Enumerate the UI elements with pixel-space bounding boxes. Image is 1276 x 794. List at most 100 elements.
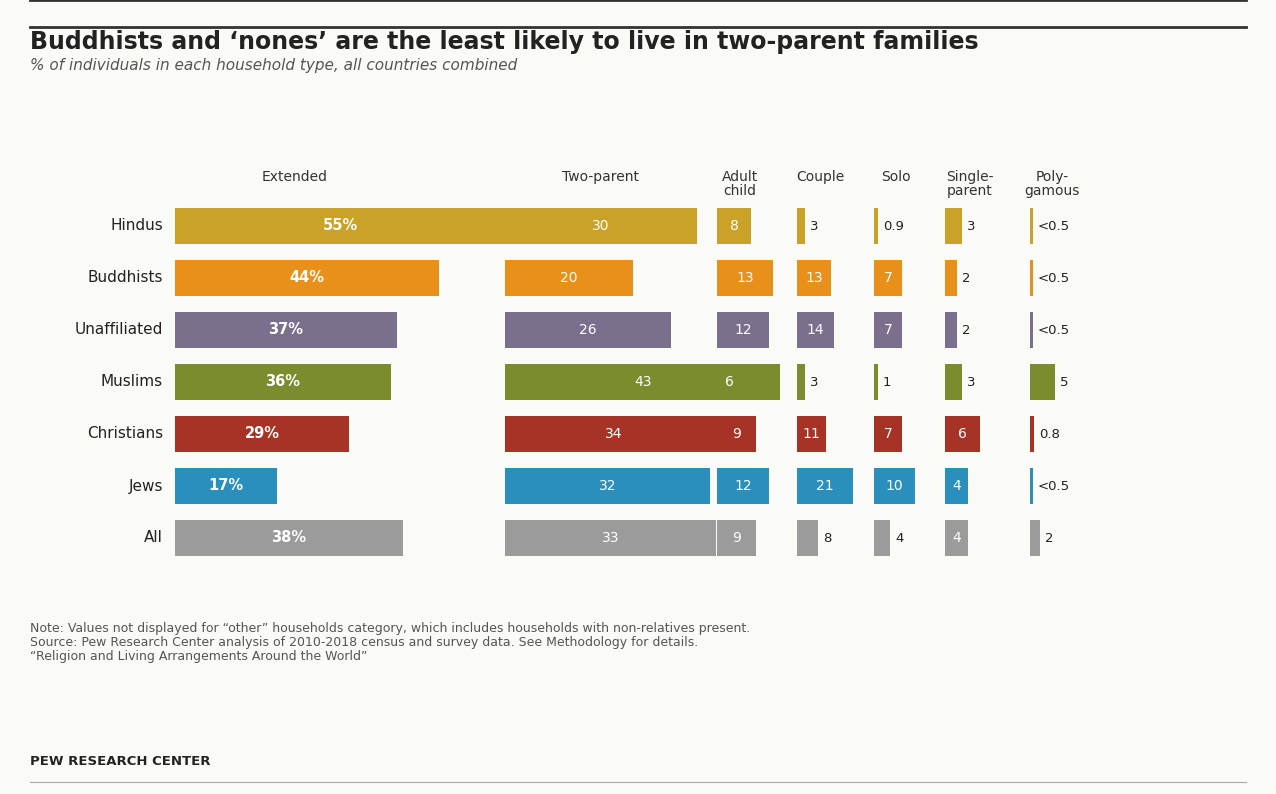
Text: PEW RESEARCH CENTER: PEW RESEARCH CENTER: [31, 755, 211, 768]
Text: Christians: Christians: [87, 426, 163, 441]
Bar: [946, 468, 968, 504]
Text: 36%: 36%: [265, 375, 301, 390]
Bar: [505, 364, 780, 400]
Bar: [505, 468, 709, 504]
Text: % of individuals in each household type, all countries combined: % of individuals in each household type,…: [31, 58, 517, 73]
Text: Buddhists and ‘nones’ are the least likely to live in two-parent families: Buddhists and ‘nones’ are the least like…: [31, 30, 979, 54]
Text: 26: 26: [579, 323, 597, 337]
Bar: [798, 416, 826, 452]
Text: Couple: Couple: [796, 170, 845, 184]
Text: <0.5: <0.5: [1037, 272, 1071, 284]
Text: 2: 2: [962, 323, 970, 337]
Bar: [946, 208, 962, 244]
Text: 38%: 38%: [272, 530, 306, 545]
Text: 1: 1: [883, 376, 892, 388]
Bar: [175, 208, 505, 244]
Text: 2: 2: [962, 272, 970, 284]
Text: 33: 33: [602, 531, 619, 545]
Text: Unaffiliated: Unaffiliated: [74, 322, 163, 337]
Bar: [798, 468, 852, 504]
Text: Single-: Single-: [947, 170, 994, 184]
Bar: [175, 416, 350, 452]
Text: 7: 7: [884, 323, 892, 337]
Bar: [505, 312, 671, 348]
Bar: [1030, 520, 1040, 556]
Bar: [946, 364, 962, 400]
Text: 4: 4: [952, 479, 961, 493]
Text: 11: 11: [803, 427, 820, 441]
Text: 21: 21: [817, 479, 833, 493]
Text: 0.8: 0.8: [1039, 427, 1060, 441]
Bar: [717, 260, 773, 296]
Bar: [175, 260, 439, 296]
Bar: [874, 416, 902, 452]
Text: 3: 3: [967, 219, 976, 233]
Text: 10: 10: [886, 479, 903, 493]
Text: parent: parent: [947, 184, 993, 198]
Bar: [798, 260, 832, 296]
Text: Buddhists: Buddhists: [88, 271, 163, 286]
Bar: [175, 364, 390, 400]
Bar: [175, 312, 397, 348]
Text: 32: 32: [598, 479, 616, 493]
Text: 13: 13: [805, 271, 823, 285]
Bar: [874, 260, 902, 296]
Bar: [717, 312, 768, 348]
Bar: [874, 208, 878, 244]
Bar: [946, 260, 957, 296]
Bar: [798, 364, 805, 400]
Text: 29%: 29%: [245, 426, 279, 441]
Bar: [505, 520, 716, 556]
Bar: [946, 520, 968, 556]
Text: 6: 6: [726, 375, 734, 389]
Text: 17%: 17%: [208, 479, 244, 494]
Bar: [1030, 468, 1034, 504]
Bar: [717, 468, 768, 504]
Bar: [175, 468, 277, 504]
Bar: [1030, 312, 1034, 348]
Bar: [717, 416, 755, 452]
Bar: [717, 208, 752, 244]
Bar: [946, 416, 980, 452]
Text: <0.5: <0.5: [1037, 323, 1071, 337]
Text: All: All: [144, 530, 163, 545]
Text: Hindus: Hindus: [110, 218, 163, 233]
Text: <0.5: <0.5: [1037, 219, 1071, 233]
Bar: [874, 468, 915, 504]
Text: 37%: 37%: [268, 322, 304, 337]
Text: Muslims: Muslims: [101, 375, 163, 390]
Text: 12: 12: [734, 479, 752, 493]
Text: 5: 5: [1060, 376, 1068, 388]
Text: Two-parent: Two-parent: [561, 170, 638, 184]
Text: 4: 4: [952, 531, 961, 545]
Text: 2: 2: [1045, 531, 1054, 545]
Text: Poly-: Poly-: [1035, 170, 1068, 184]
Bar: [1030, 208, 1034, 244]
Text: Extended: Extended: [262, 170, 328, 184]
Text: 34: 34: [605, 427, 623, 441]
Text: Jews: Jews: [129, 479, 163, 494]
Bar: [946, 312, 957, 348]
Text: 6: 6: [958, 427, 967, 441]
Text: 3: 3: [810, 376, 818, 388]
Text: 3: 3: [967, 376, 976, 388]
Text: 20: 20: [560, 271, 578, 285]
Text: 8: 8: [730, 219, 739, 233]
Bar: [717, 520, 755, 556]
Text: 43: 43: [634, 375, 651, 389]
Text: 3: 3: [810, 219, 818, 233]
Bar: [874, 520, 891, 556]
Text: 14: 14: [806, 323, 824, 337]
Text: 9: 9: [732, 531, 741, 545]
Text: <0.5: <0.5: [1037, 480, 1071, 492]
Text: gamous: gamous: [1025, 184, 1079, 198]
Bar: [505, 416, 722, 452]
Text: 13: 13: [736, 271, 754, 285]
Text: 4: 4: [896, 531, 903, 545]
Bar: [1030, 260, 1034, 296]
Text: 7: 7: [884, 271, 892, 285]
Text: 8: 8: [823, 531, 832, 545]
Bar: [717, 364, 743, 400]
Text: 44%: 44%: [290, 271, 324, 286]
Bar: [175, 520, 403, 556]
